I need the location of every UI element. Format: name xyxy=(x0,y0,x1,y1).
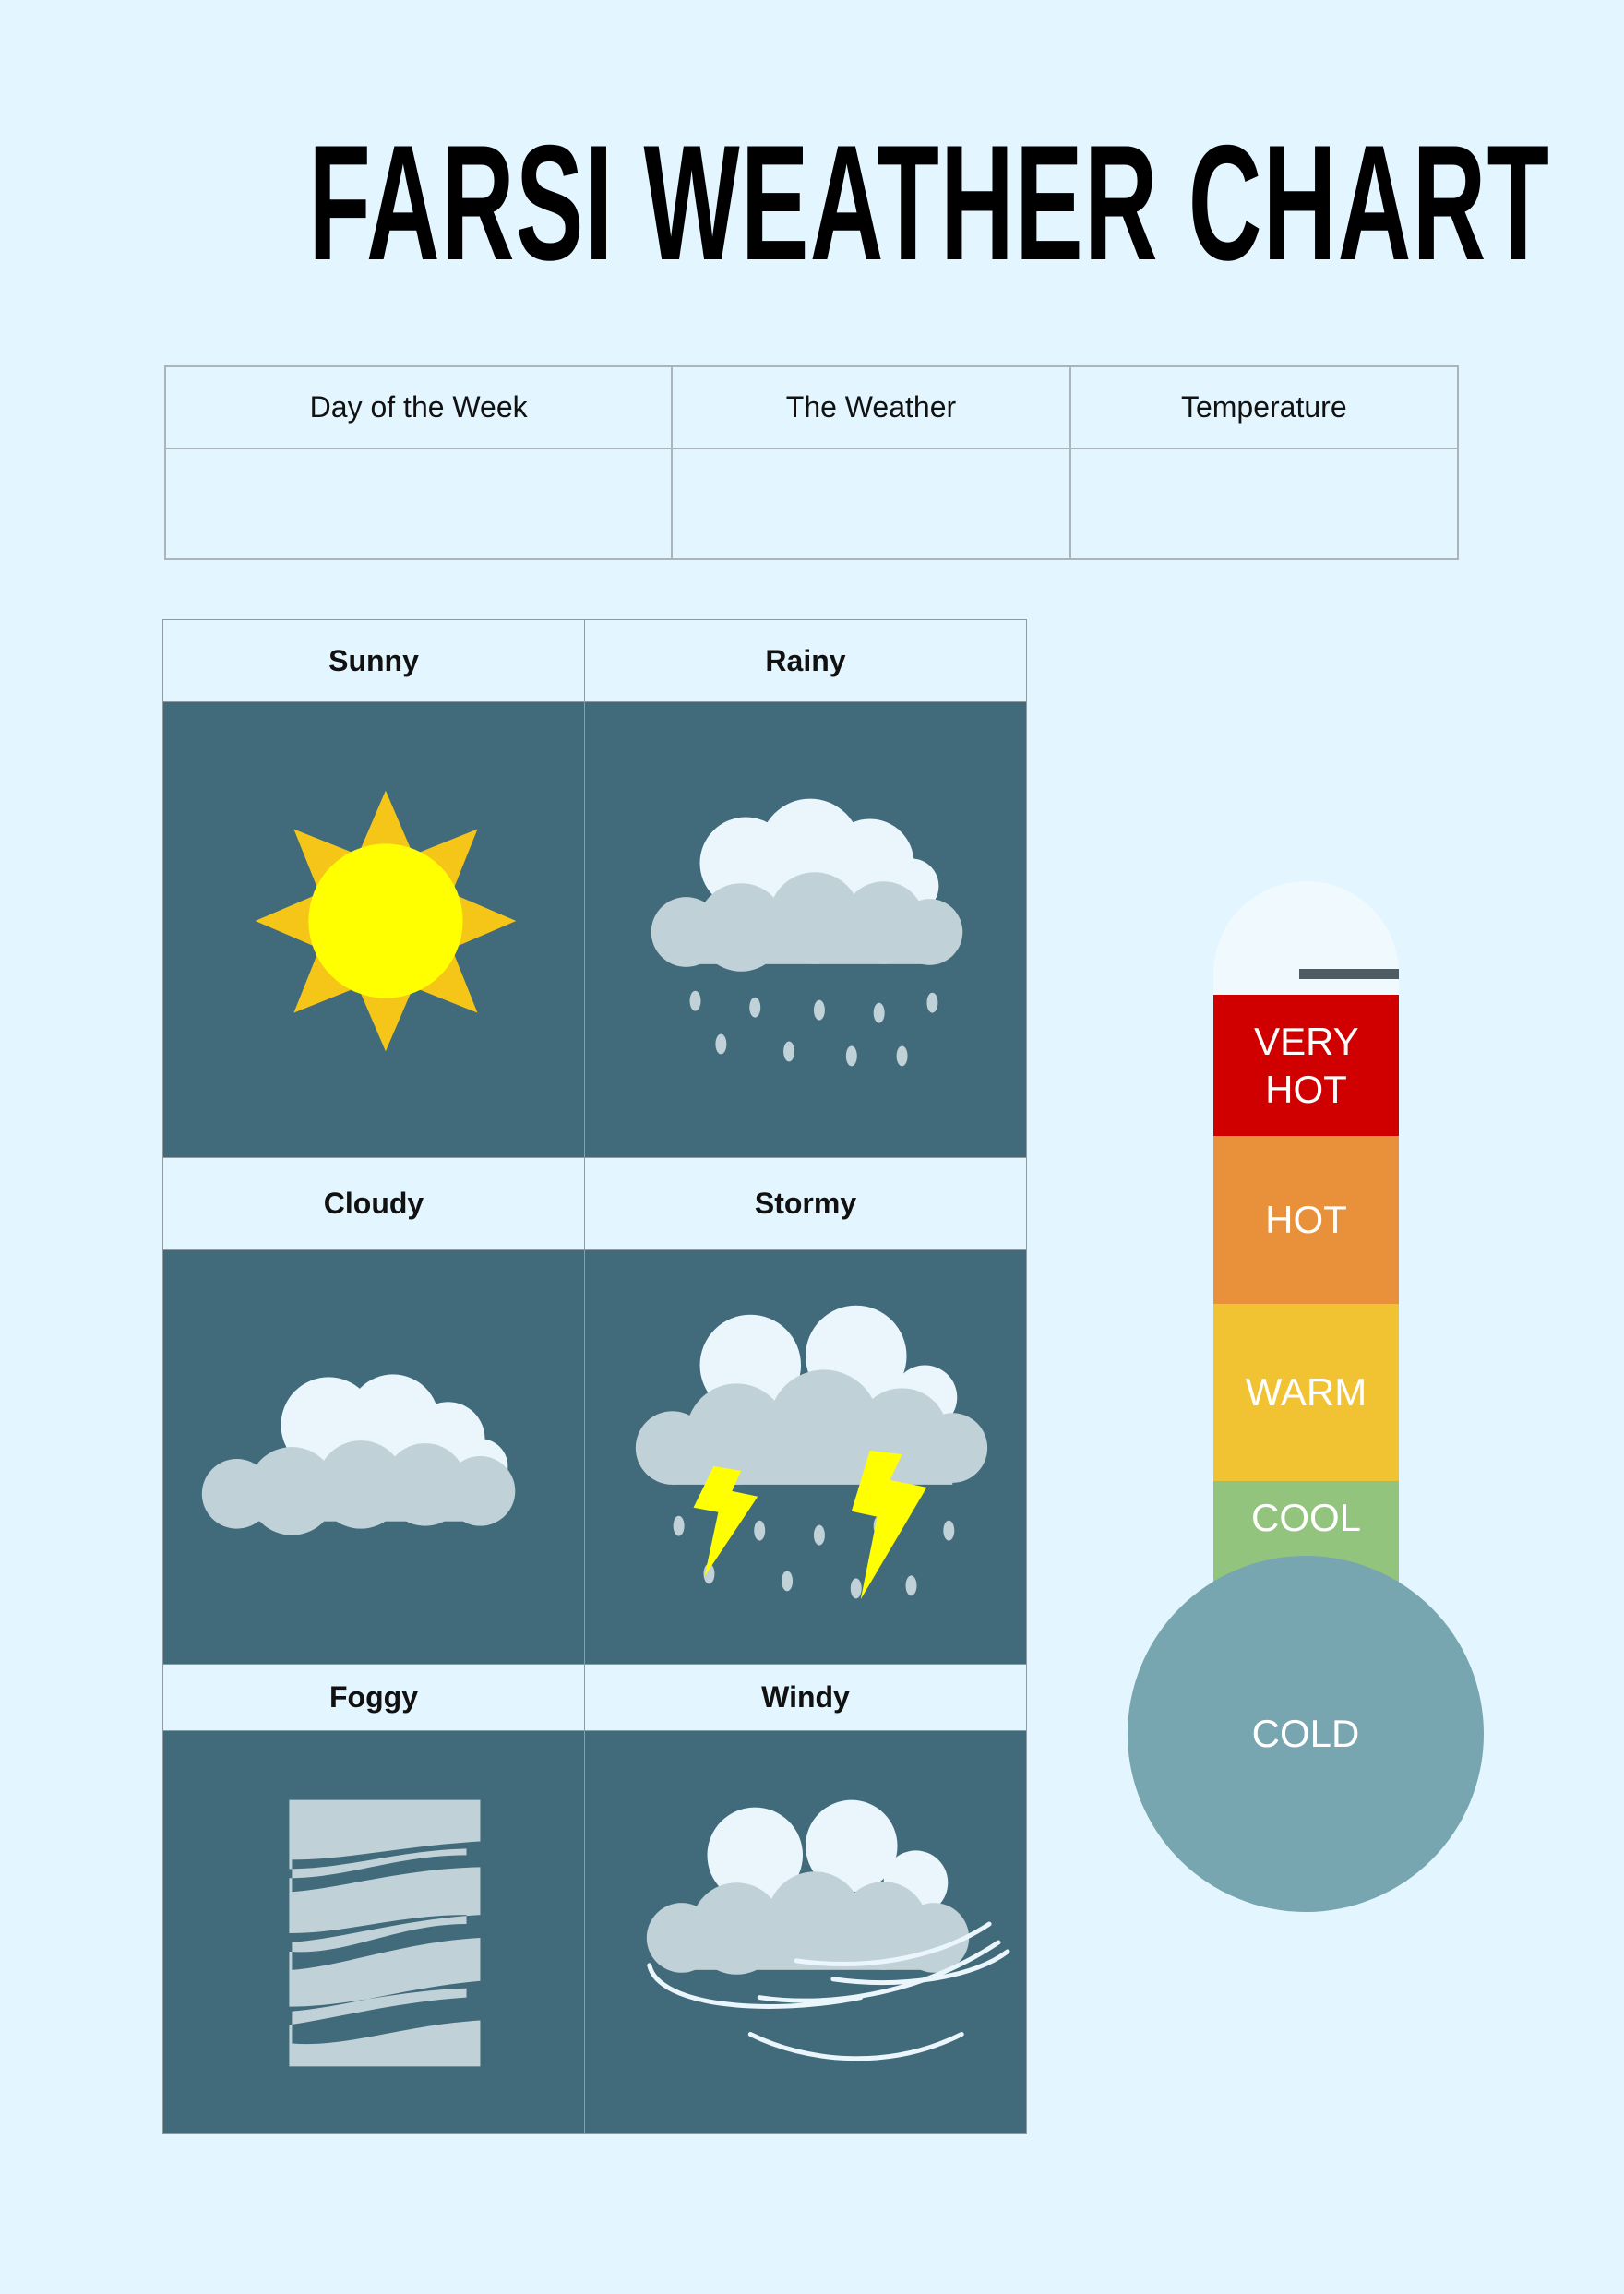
level-cold: COLD xyxy=(1128,1556,1484,1912)
wind-cloud-icon xyxy=(584,1730,1027,2134)
level-very-hot: VERY HOT xyxy=(1213,995,1399,1136)
label-rainy: Rainy xyxy=(584,619,1027,702)
header-day: Day of the Week xyxy=(163,365,674,449)
label-foggy: Foggy xyxy=(162,1664,585,1731)
label-sunny: Sunny xyxy=(162,619,585,702)
rain-cloud-icon xyxy=(584,701,1027,1158)
cloud-icon xyxy=(162,1249,585,1665)
fog-icon xyxy=(162,1730,585,2134)
thermometer-top xyxy=(1213,881,1399,997)
level-warm: WARM xyxy=(1213,1304,1399,1481)
sun-icon xyxy=(162,701,585,1158)
label-cloudy: Cloudy xyxy=(162,1157,585,1250)
weather-log-table: Day of the Week The Weather Temperature xyxy=(163,365,1460,560)
page-title: FARSI WEATHER CHART xyxy=(308,111,1551,294)
thermometer-marker xyxy=(1299,969,1399,979)
label-stormy: Stormy xyxy=(584,1157,1027,1250)
header-temperature: Temperature xyxy=(1069,365,1460,449)
temperature-cell[interactable] xyxy=(1069,448,1460,560)
day-cell[interactable] xyxy=(163,448,674,560)
level-hot: HOT xyxy=(1213,1136,1399,1304)
storm-cloud-icon xyxy=(584,1249,1027,1665)
header-weather: The Weather xyxy=(671,365,1071,449)
label-windy: Windy xyxy=(584,1664,1027,1731)
weather-cell[interactable] xyxy=(671,448,1071,560)
